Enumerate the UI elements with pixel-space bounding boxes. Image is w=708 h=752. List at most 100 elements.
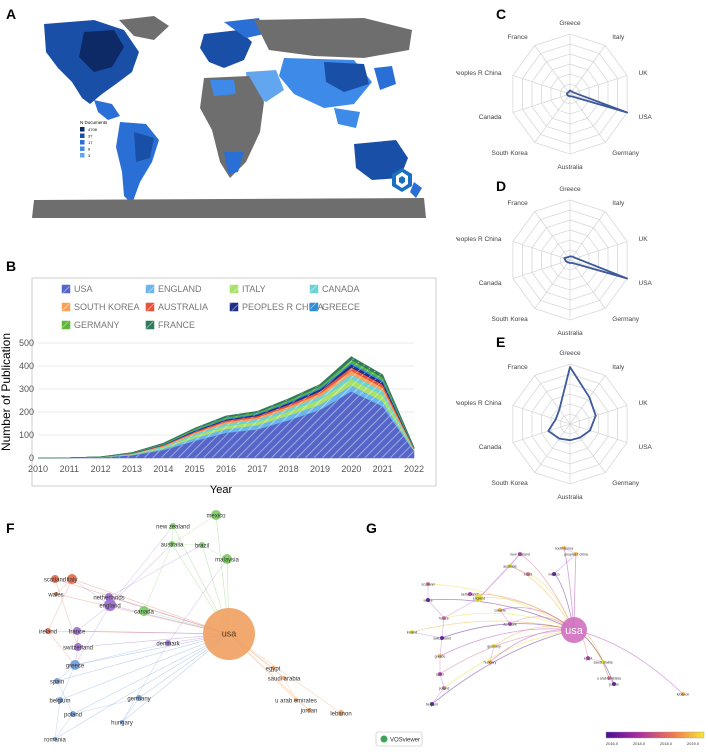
network-edge: [167, 558, 228, 644]
radar-axis-label: France: [507, 364, 528, 371]
network-node-jordan: [307, 708, 311, 712]
overlay-edge: [489, 645, 495, 663]
y-tick-label: 100: [19, 430, 34, 440]
map-legend-swatch: [80, 146, 85, 151]
radar-axis-label: France: [507, 200, 528, 207]
radar-spoke: [534, 423, 571, 473]
overlay-node-label: mexico: [548, 573, 559, 577]
radar-spoke: [569, 241, 628, 261]
radar-axis-label: Greece: [559, 186, 581, 193]
network-node-england: [104, 599, 116, 611]
overlay-edge: [439, 673, 445, 689]
radar-spoke: [569, 375, 606, 425]
overlay-node-label: germany: [487, 645, 501, 649]
network-node-italy: [67, 574, 77, 584]
radar-axis-label: Peoples R China: [456, 400, 502, 407]
overlay-edge: [563, 547, 577, 555]
network-node-label: germany: [127, 697, 150, 703]
network-edge: [74, 642, 169, 666]
overlay-node-u-arab-emirates: [607, 676, 611, 680]
network-node-label: egypt: [266, 667, 281, 673]
x-tick-label: 2012: [91, 464, 111, 474]
overlay-node-spain: [438, 672, 442, 676]
radar-spoke: [534, 93, 571, 143]
network-edge: [59, 633, 230, 701]
x-tick-label: 2013: [122, 464, 142, 474]
legend-entry: GREECE: [322, 302, 360, 312]
network-edge: [71, 578, 230, 635]
scale-tick-label: 2019.0: [687, 741, 700, 746]
network-edge: [121, 642, 169, 723]
legend-entry: FRANCE: [158, 320, 195, 330]
network-node-malaysia: [222, 554, 232, 564]
network-node-romania: [53, 737, 57, 741]
publication-area-chart: USA ENGLAND ITALY CANADA SOUTH KOREA AUSTRALI…: [0, 277, 437, 496]
radar-spoke: [512, 93, 571, 113]
overlay-node-brazil: [526, 572, 530, 576]
network-edge: [72, 633, 230, 715]
overlay-node-ireland: [410, 630, 414, 634]
legend-swatch: [229, 302, 239, 312]
network-node-egypt: [271, 666, 275, 670]
network-node-hungary: [120, 720, 124, 724]
radar-spoke: [569, 423, 606, 473]
radar-series-line: [563, 255, 628, 280]
overlay-node-label: egypt: [584, 657, 593, 661]
network-edge: [171, 514, 217, 545]
overlay-node-poland: [442, 686, 446, 690]
overlay-node-label: greece: [435, 655, 446, 659]
overlay-node-label: south korea: [555, 547, 573, 551]
network-node-brazil: [199, 542, 205, 548]
radar-series-line: [566, 89, 628, 114]
overlay-node-hungary: [488, 660, 492, 664]
x-tick-label: 2015: [185, 464, 205, 474]
panel-label-b: B: [6, 258, 17, 274]
radar-axis-label: Canada: [479, 444, 502, 451]
scale-tick-label: 2018.0: [633, 741, 646, 746]
network-node-poland: [70, 711, 76, 717]
x-tick-label: 2021: [373, 464, 393, 474]
overlay-node-label: new zealand: [510, 553, 530, 557]
vosviewer-logo-icon: [380, 735, 388, 743]
overlay-edge: [478, 553, 521, 599]
overlay-node-label: brazil: [524, 573, 533, 577]
network-node-label: wales: [47, 593, 63, 599]
map-legend-value: 3: [88, 153, 91, 158]
overlay-node-south-korea: [562, 546, 566, 550]
legend-swatch: [145, 284, 155, 294]
panel-label-e: E: [496, 334, 506, 350]
overlay-edge: [602, 661, 610, 679]
overlay-node-label: australia: [503, 565, 516, 569]
network-map-f: usa mexico new zealand australia brazil malay…: [39, 510, 352, 744]
network-node-label: belgium: [49, 699, 70, 705]
network-edge: [72, 697, 140, 715]
legend-swatch: [145, 320, 155, 330]
network-edge: [283, 677, 297, 701]
network-node-label: italy: [67, 578, 78, 584]
overlay-edge: [509, 565, 529, 575]
overlay-edge: [411, 631, 443, 639]
overlay-node-usa: [561, 617, 587, 643]
map-legend-swatch: [80, 140, 85, 145]
overlay-node-label: netherlands: [461, 593, 480, 597]
legend-swatch: [61, 320, 71, 330]
overlay-node-label: wales: [424, 599, 433, 603]
radar-spoke: [534, 375, 571, 425]
x-tick-label: 2014: [153, 464, 173, 474]
legend-swatch: [309, 284, 319, 294]
radar-axis-label: USA: [639, 280, 653, 287]
y-tick-label: 400: [19, 361, 34, 371]
overlay-edge: [427, 599, 575, 631]
network-node-label: switzerland: [63, 646, 93, 652]
network-edge: [295, 699, 310, 711]
network-node-wales: [54, 592, 58, 596]
network-edge: [109, 543, 173, 606]
legend-swatch: [145, 302, 155, 312]
overlay-node-canada: [498, 608, 502, 612]
network-node-label: scotland: [44, 578, 66, 584]
radar-spoke: [512, 423, 571, 443]
y-axis-label: Number of Publication: [0, 333, 13, 451]
network-node-france: [73, 627, 81, 635]
map-legend-value: 6: [88, 147, 91, 152]
radar-spoke: [534, 45, 571, 95]
